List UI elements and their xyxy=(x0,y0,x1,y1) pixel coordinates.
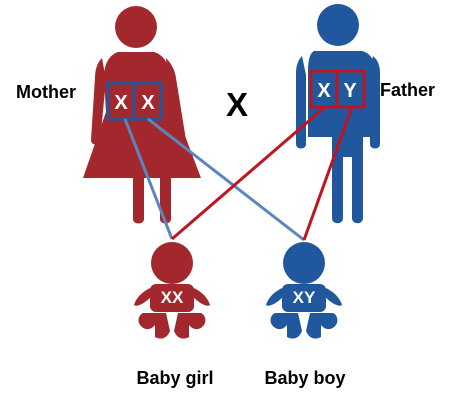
baby-boy-body xyxy=(282,284,326,312)
father-figure xyxy=(296,4,380,224)
mother-label: Mother xyxy=(16,82,76,102)
baby-boy-left-leg xyxy=(270,313,302,339)
baby-girl-left-leg xyxy=(138,313,170,339)
baby-girl-right-leg xyxy=(174,313,206,339)
baby-boy-right-arm xyxy=(324,288,342,306)
baby-boy-head xyxy=(283,242,325,284)
baby-boy-figure xyxy=(266,242,342,339)
connector-father-y-to-boy xyxy=(302,106,354,241)
father-chromosome-1: X xyxy=(317,80,331,102)
father-right-arm xyxy=(369,56,380,149)
mother-chromosome-2: X xyxy=(141,92,155,114)
baby-girl-label: Baby girl xyxy=(136,368,213,388)
father-chromosome-2: Y xyxy=(343,80,357,102)
mother-chromosome-1: X xyxy=(114,92,128,114)
baby-boy-label: Baby boy xyxy=(264,368,345,388)
mother-figure xyxy=(83,6,201,224)
baby-girl-right-arm xyxy=(192,288,210,306)
father-head xyxy=(317,4,359,46)
baby-girl-chromosomes: XX xyxy=(161,288,184,307)
baby-girl-head xyxy=(151,242,193,284)
baby-boy-chromosomes: XY xyxy=(293,288,316,307)
connector-mother-to-boy xyxy=(147,117,305,242)
mother-head xyxy=(115,6,157,48)
cross-symbol: X xyxy=(226,86,248,123)
baby-boy-right-leg xyxy=(306,313,338,339)
father-left-arm xyxy=(296,56,306,149)
baby-girl-figure xyxy=(134,242,210,339)
mother-right-arm xyxy=(166,58,187,145)
connector-mother-to-girl xyxy=(123,118,174,240)
baby-boy-left-arm xyxy=(266,288,284,306)
baby-girl-body xyxy=(150,284,194,312)
connector-father-x-to-girl xyxy=(171,105,326,241)
baby-girl-left-arm xyxy=(134,288,152,306)
father-label: Father xyxy=(380,80,435,100)
mother-left-arm xyxy=(91,58,106,145)
